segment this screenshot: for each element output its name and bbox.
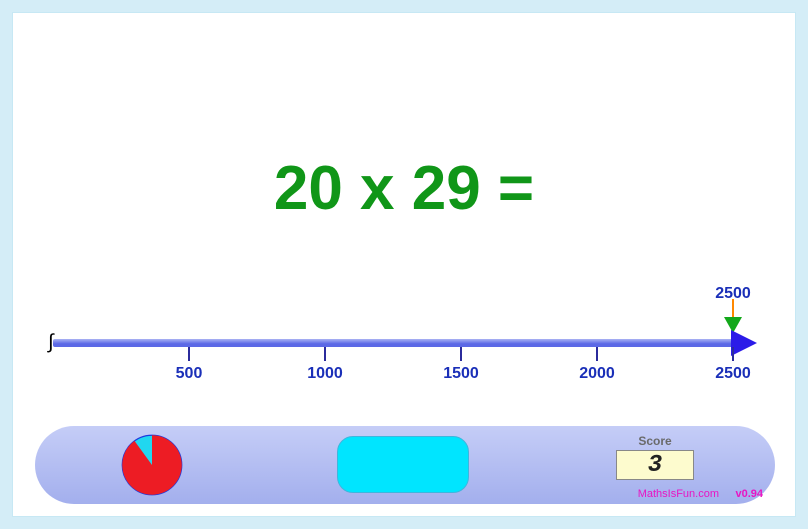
tick bbox=[460, 347, 462, 361]
outer-frame: 20 x 29 = 2500 ∫ 5001000150020002500 bbox=[0, 0, 808, 529]
score-value: 3 bbox=[616, 450, 694, 480]
answer-input[interactable] bbox=[337, 436, 469, 493]
score-label: Score bbox=[607, 434, 703, 448]
axis-start-icon: ∫ bbox=[48, 331, 53, 354]
version-text: v0.94 bbox=[735, 488, 763, 500]
tick-label: 2500 bbox=[715, 365, 751, 383]
tick-label: 2000 bbox=[579, 365, 615, 383]
game-area: 20 x 29 = 2500 ∫ 5001000150020002500 bbox=[12, 12, 796, 517]
timer-pie bbox=[121, 434, 183, 496]
footer-panel: Score 3 MathsIsFun.com v0.94 bbox=[35, 426, 775, 504]
tick-label: 500 bbox=[176, 365, 203, 383]
tick bbox=[596, 347, 598, 361]
pointer-cursor-icon bbox=[732, 299, 734, 317]
number-line[interactable]: 2500 ∫ 5001000150020002500 bbox=[53, 303, 763, 393]
tick bbox=[188, 347, 190, 361]
credits-text: MathsIsFun.com bbox=[638, 488, 719, 500]
tick-label: 1500 bbox=[443, 365, 479, 383]
axis-bar bbox=[53, 339, 733, 347]
tick-label: 1000 bbox=[307, 365, 343, 383]
axis: ∫ bbox=[53, 339, 753, 349]
question-text: 20 x 29 = bbox=[13, 153, 795, 224]
tick bbox=[324, 347, 326, 361]
score-panel: Score 3 bbox=[607, 434, 703, 480]
tick bbox=[732, 347, 734, 361]
axis-arrowhead-icon bbox=[731, 330, 757, 356]
